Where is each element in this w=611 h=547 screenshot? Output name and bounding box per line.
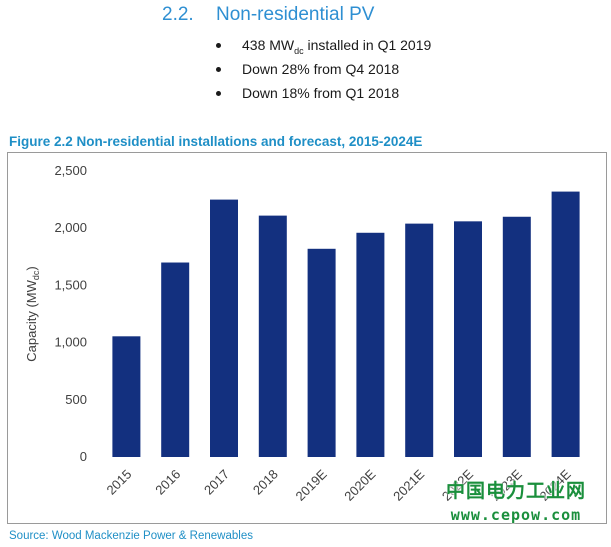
bullet-dot-icon [216,67,221,72]
chart-frame: 0 500 1,000 1,500 2,000 2,500 Capacity (MWdc) 2… [7,152,607,524]
y-tick-label: 0 [80,449,87,464]
bullet-item: Down 18% from Q1 2018 [214,84,431,108]
bar-2024E [551,191,580,458]
bullet-text: Down 18% from Q1 2018 [242,85,400,101]
watermark-url: www.cepow.com [450,506,582,524]
bar-2020E [356,232,385,457]
x-tick-label: 2016 [152,467,183,498]
section-number: 2.2. [162,4,194,25]
figure-title: Figure 2.2 Non-residential installations… [9,134,423,149]
y-tick-label: 1,500 [54,277,87,292]
bar-2023E [502,216,531,457]
summary-bullet-list: 438 MWdc installed in Q1 2019 Down 28% f… [214,36,431,108]
bullet-text: Down 28% from Q4 2018 [242,61,400,77]
watermark-site-name: 中国电力工业网 [445,481,586,502]
bullet-dot-icon [216,43,221,48]
x-tick-label: 2019E [293,466,330,503]
bar-2018 [258,215,287,457]
figure-source: Source: Wood Mackenzie Power & Renewable… [9,530,253,542]
y-tick-label: 2,500 [54,163,87,178]
bar-chart: 0 500 1,000 1,500 2,000 2,500 Capacity (MWdc) 2… [24,163,580,504]
bar-2016 [161,262,190,457]
bar-2019E [307,248,336,457]
y-tick-label: 1,000 [54,335,87,350]
y-axis-title: Capacity (MWdc) [24,266,41,361]
watermark: 中国电力工业网 www.cepow.com [422,480,610,526]
bar-2015 [112,336,141,457]
y-tick-label: 500 [65,392,87,407]
section-title: Non-residential PV [216,4,375,25]
bar-2021E [405,223,434,457]
y-tick-label: 2,000 [54,220,87,235]
x-tick-label: 2018 [250,467,281,498]
x-tick-label: 2015 [103,467,134,498]
x-tick-label: 2017 [201,467,232,498]
section-heading: 2.2. Non-residential PV [162,4,374,26]
x-tick-label: 2020E [341,466,378,503]
bar-2017 [210,199,238,457]
bullet-item: 438 MWdc installed in Q1 2019 [214,36,431,60]
bullet-dot-icon [216,91,221,96]
bar-2022E [454,221,482,457]
bullet-text: 438 MWdc installed in Q1 2019 [242,37,432,56]
bullet-item: Down 28% from Q4 2018 [214,60,431,84]
